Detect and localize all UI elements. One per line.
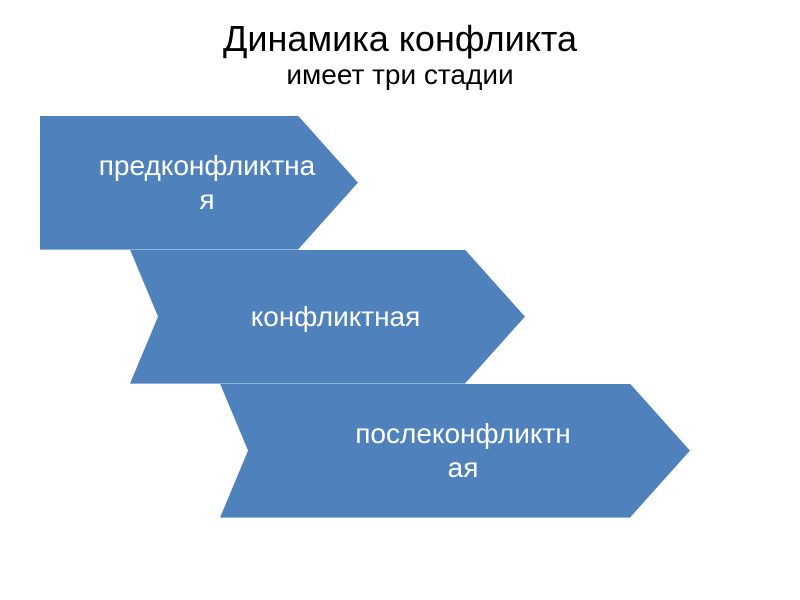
chevron-stage-1: предконфликтна я: [40, 116, 358, 250]
title-block: Динамика конфликта имеет три стадии: [0, 0, 800, 92]
title-main: Динамика конфликта: [0, 18, 800, 59]
chevron-stage-3: послеконфликтн ая: [220, 384, 690, 518]
chevron-stage-2: конфликтная: [130, 250, 525, 384]
chevron-diagram: предконфликтна я конфликтная послеконфли…: [0, 116, 800, 576]
title-sub: имеет три стадии: [0, 59, 800, 91]
